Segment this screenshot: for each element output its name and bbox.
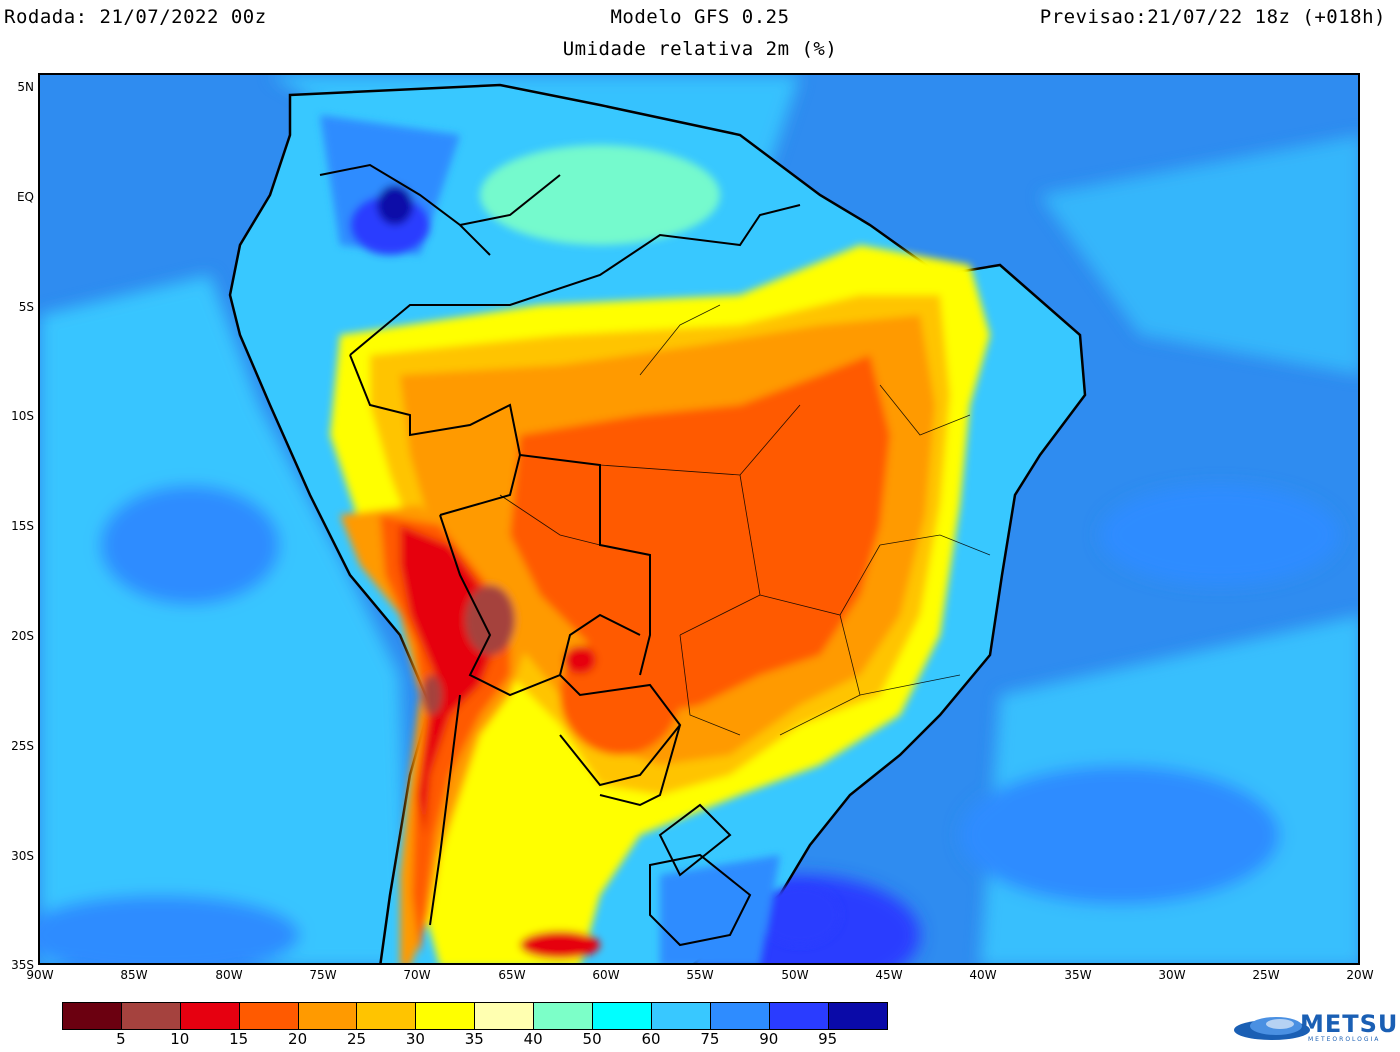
legend-swatch (357, 1003, 417, 1029)
lon-label-30w: 30W (1158, 968, 1186, 982)
lat-label-35s: 35S (11, 958, 34, 972)
lon-label-45w: 45W (875, 968, 903, 982)
legend-label: 40 (523, 1030, 543, 1048)
lon-label-85w: 85W (120, 968, 148, 982)
lat-label-25s: 25S (11, 739, 34, 753)
color-scale-legend (62, 1002, 889, 1030)
legend-label: 35 (464, 1030, 484, 1048)
ocean-humidity-field (40, 75, 1358, 963)
lon-label-25w: 25W (1252, 968, 1280, 982)
legend-swatch (121, 1003, 181, 1029)
lon-label-65w: 65W (498, 968, 526, 982)
lon-label-55w: 55W (686, 968, 714, 982)
legend-swatch (534, 1003, 594, 1029)
legend-swatch (651, 1003, 711, 1029)
legend-label: 5 (116, 1030, 126, 1048)
legend-swatch (710, 1003, 770, 1029)
lon-label-75w: 75W (309, 968, 337, 982)
lat-label-10s: 10S (11, 409, 34, 423)
legend-label: 50 (582, 1030, 602, 1048)
forecast-time-label: Previsao:21/07/22 18z (+018h) (1039, 6, 1386, 28)
legend-label: 75 (700, 1030, 720, 1048)
lon-label-35w: 35W (1064, 968, 1092, 982)
land-humidity-field (320, 115, 990, 963)
legend-label: 90 (759, 1030, 779, 1048)
legend-swatch (416, 1003, 476, 1029)
legend-label: 20 (288, 1030, 308, 1048)
lat-label-eq: EQ (16, 190, 34, 204)
lon-label-90w: 90W (26, 968, 54, 982)
state-borders (499, 304, 991, 736)
metsul-logo-icon (1234, 1017, 1310, 1040)
model-name-label: Modelo GFS 0.25 (610, 6, 790, 28)
lon-label-40w: 40W (969, 968, 997, 982)
lat-label-20s: 20S (11, 629, 34, 643)
logo-text: METSUL (1300, 1010, 1400, 1038)
lat-label-30s: 30S (11, 849, 34, 863)
legend-label: 25 (346, 1030, 367, 1048)
variable-title: Umidade relativa 2m (%) (562, 38, 838, 60)
lat-label-5s: 5S (18, 300, 34, 314)
legend-swatch (593, 1003, 652, 1029)
model-run-label: Rodada: 21/07/2022 00z (4, 6, 267, 28)
legend-swatch (63, 1003, 122, 1029)
legend-label: 95 (818, 1030, 838, 1048)
legend-label: 30 (405, 1030, 425, 1048)
legend-swatch (828, 1003, 888, 1029)
legend-label: 15 (229, 1030, 249, 1048)
map-canvas (40, 75, 1358, 963)
legend-swatch (298, 1003, 358, 1029)
lat-label-5n: 5N (17, 80, 34, 94)
legend-swatch (475, 1003, 535, 1029)
lat-label-15s: 15S (11, 519, 34, 533)
country-borders (319, 163, 801, 947)
lon-label-50w: 50W (781, 968, 809, 982)
lon-label-20w: 20W (1346, 968, 1374, 982)
lon-label-70w: 70W (403, 968, 431, 982)
logo-subtext: METEOROLOGIA (1308, 1036, 1381, 1043)
legend-swatch (769, 1003, 829, 1029)
legend-label: 10 (170, 1030, 190, 1048)
humidity-map (38, 73, 1360, 965)
legend-swatch (239, 1003, 299, 1029)
legend-label: 60 (641, 1030, 661, 1048)
lon-label-80w: 80W (215, 968, 243, 982)
legend-swatch (180, 1003, 240, 1029)
lon-label-60w: 60W (592, 968, 620, 982)
